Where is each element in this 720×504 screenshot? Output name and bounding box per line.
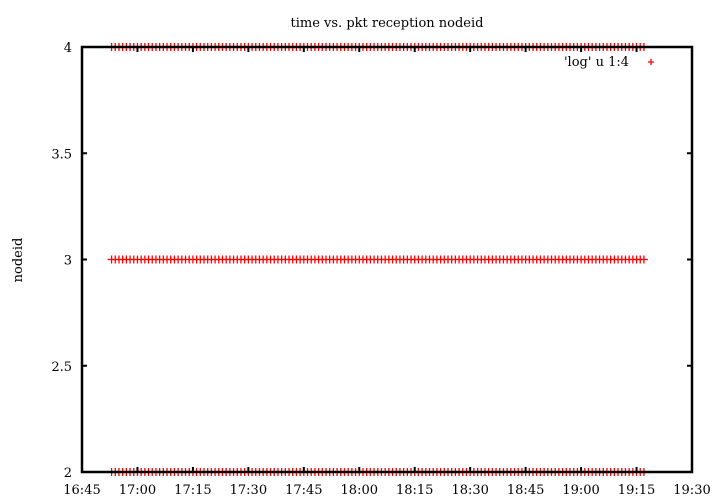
y-tick-label: 2.5 <box>51 360 72 375</box>
legend: 'log' u 1:4 <box>564 55 654 70</box>
legend-marker-plus <box>648 59 654 65</box>
x-tick-label: 19:30 <box>673 483 710 498</box>
x-tick-label: 19:00 <box>562 483 599 498</box>
y-tick-label: 4 <box>64 41 72 56</box>
legend-label: 'log' u 1:4 <box>564 55 629 70</box>
axis-layer: 16:45 17:00 17:15 17:30 17:45 18:00 18:15 18:30… <box>51 41 710 498</box>
x-tick-label: 16:45 <box>63 483 100 498</box>
x-tick-label: 18:15 <box>396 483 433 498</box>
x-tick-label: 17:30 <box>230 483 267 498</box>
x-tick-label: 18:45 <box>507 483 544 498</box>
x-tick-label: 19:15 <box>618 483 655 498</box>
y-tick-label: 3 <box>64 254 72 269</box>
x-tick-label: 17:00 <box>119 483 156 498</box>
x-tick-label: 18:00 <box>341 483 378 498</box>
y-tick-label: 2 <box>64 466 72 481</box>
series-layer <box>107 43 648 476</box>
y-tick-label: 3.5 <box>51 147 72 162</box>
chart-title: time vs. pkt reception nodeid <box>291 16 484 31</box>
x-tick-label: 17:15 <box>174 483 211 498</box>
y-axis-label: nodeid <box>11 238 26 283</box>
x-tick-label: 17:45 <box>285 483 322 498</box>
plot-frame <box>80 45 694 474</box>
x-tick-label: 18:30 <box>451 483 488 498</box>
legend-marker <box>648 59 654 65</box>
data-point <box>639 255 648 264</box>
series-row <box>107 255 648 264</box>
